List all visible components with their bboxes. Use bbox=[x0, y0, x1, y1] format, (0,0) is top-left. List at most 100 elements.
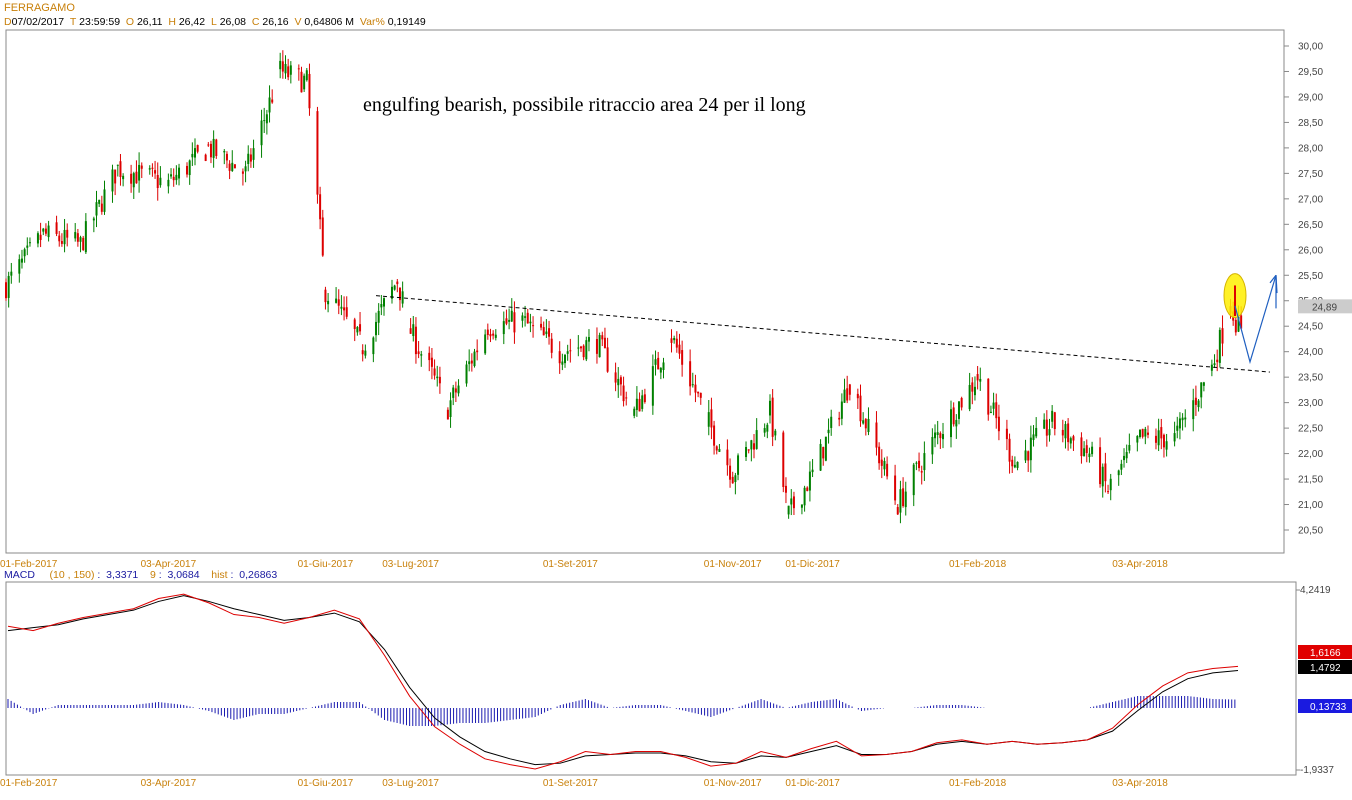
macd-time-label: 01-Nov-2017 bbox=[704, 778, 762, 789]
candle-body bbox=[827, 429, 830, 434]
quote-bar: D07/02/2017 T 23:59:59 O 26,11 H 26,42 L… bbox=[4, 16, 426, 28]
candle-body bbox=[263, 120, 266, 122]
price-time-label: 03-Lug-2017 bbox=[382, 559, 439, 570]
candle-body bbox=[20, 258, 23, 263]
candle-body bbox=[782, 432, 785, 487]
candle-body bbox=[697, 391, 700, 394]
candle-body bbox=[670, 338, 673, 343]
candle-body bbox=[420, 354, 423, 356]
candle-body bbox=[755, 430, 758, 449]
candle-body bbox=[1008, 438, 1011, 462]
high-key: H bbox=[168, 16, 176, 28]
candle-body bbox=[247, 153, 250, 165]
candle-body bbox=[430, 357, 433, 367]
candle-body bbox=[918, 460, 921, 469]
candle-body bbox=[920, 471, 923, 473]
candle-body bbox=[1072, 436, 1075, 441]
candle-body bbox=[737, 455, 740, 475]
candle-body bbox=[167, 179, 170, 187]
candle-body bbox=[1213, 363, 1216, 366]
candle-body bbox=[582, 345, 585, 358]
candle-body bbox=[699, 392, 702, 398]
candle-body bbox=[1234, 319, 1237, 333]
price-axis-label: 26,00 bbox=[1298, 245, 1323, 256]
price-axis-label: 26,50 bbox=[1298, 220, 1323, 231]
candle-body bbox=[598, 335, 601, 358]
candle-body bbox=[7, 275, 10, 298]
candle-body bbox=[412, 324, 415, 337]
candle-body bbox=[324, 289, 327, 303]
candle-body bbox=[289, 65, 292, 75]
candle-body bbox=[1141, 428, 1144, 437]
signal-value: 3,0684 bbox=[167, 569, 200, 581]
candle-body bbox=[135, 171, 138, 184]
candle-body bbox=[1221, 328, 1224, 344]
candle-body bbox=[800, 504, 803, 508]
high-value: 26,42 bbox=[178, 16, 206, 28]
candle-body bbox=[806, 487, 809, 492]
candle-body bbox=[377, 310, 380, 323]
candle-body bbox=[361, 350, 364, 355]
candle-body bbox=[393, 285, 396, 290]
candle-body bbox=[1184, 417, 1187, 420]
candle-body bbox=[675, 338, 678, 348]
candle-body bbox=[92, 218, 95, 221]
candle-body bbox=[103, 189, 106, 212]
candle-body bbox=[132, 173, 135, 188]
candle-body bbox=[960, 397, 963, 408]
candle-body bbox=[42, 228, 45, 232]
candle-body bbox=[151, 167, 154, 169]
candle-body bbox=[44, 228, 47, 234]
candle-body bbox=[936, 432, 939, 435]
candle-body bbox=[188, 160, 191, 176]
candle-body bbox=[715, 446, 718, 451]
candle-body bbox=[1101, 466, 1104, 487]
macd-layer: 4,2419 -1,9337 1,6166 1,4792 0,13733 bbox=[7, 585, 1352, 776]
candle-body bbox=[659, 367, 662, 373]
candle-body bbox=[356, 326, 359, 333]
candle-body bbox=[343, 307, 346, 311]
candle-body bbox=[526, 312, 529, 324]
candle-body bbox=[95, 202, 98, 216]
candle-body bbox=[641, 395, 644, 409]
candle-body bbox=[989, 411, 992, 413]
candle-body bbox=[710, 409, 713, 428]
candle-body bbox=[681, 350, 684, 365]
price-axis-label: 27,50 bbox=[1298, 169, 1323, 180]
candle-body bbox=[47, 225, 50, 238]
candle-body bbox=[763, 428, 766, 433]
candle-body bbox=[784, 485, 787, 493]
candle-body bbox=[194, 148, 196, 158]
candle-body bbox=[859, 395, 862, 422]
candle-body bbox=[614, 372, 617, 383]
candle-body bbox=[1139, 429, 1141, 438]
candle-body bbox=[119, 161, 122, 178]
candle-body bbox=[327, 300, 330, 305]
candle-body bbox=[396, 281, 399, 285]
candle-body bbox=[915, 462, 918, 464]
candle-body bbox=[470, 360, 473, 364]
candle-body bbox=[912, 464, 915, 496]
candle-body bbox=[548, 328, 551, 337]
candle-body bbox=[281, 61, 284, 72]
candle-body bbox=[241, 171, 244, 174]
signal-period: 9 bbox=[149, 569, 156, 581]
price-axis-label: 22,00 bbox=[1298, 449, 1323, 460]
candle-body bbox=[18, 259, 21, 274]
price-axis-label: 21,00 bbox=[1298, 500, 1323, 511]
candle-body bbox=[154, 170, 157, 174]
price-axis-label: 24,50 bbox=[1298, 322, 1323, 333]
candle-body bbox=[383, 298, 385, 307]
time-value: 23:59:59 bbox=[79, 16, 121, 28]
candle-body bbox=[191, 153, 194, 158]
candle-body bbox=[39, 234, 42, 240]
candle-body bbox=[540, 323, 543, 328]
candle-body bbox=[414, 326, 417, 355]
candle-body bbox=[934, 432, 937, 439]
macd-value-tag bbox=[1298, 699, 1352, 713]
candle-body bbox=[1237, 316, 1240, 332]
candle-body bbox=[843, 389, 846, 403]
candle-body bbox=[875, 422, 878, 448]
candle-body bbox=[1216, 359, 1219, 363]
close-key: C bbox=[251, 16, 260, 28]
